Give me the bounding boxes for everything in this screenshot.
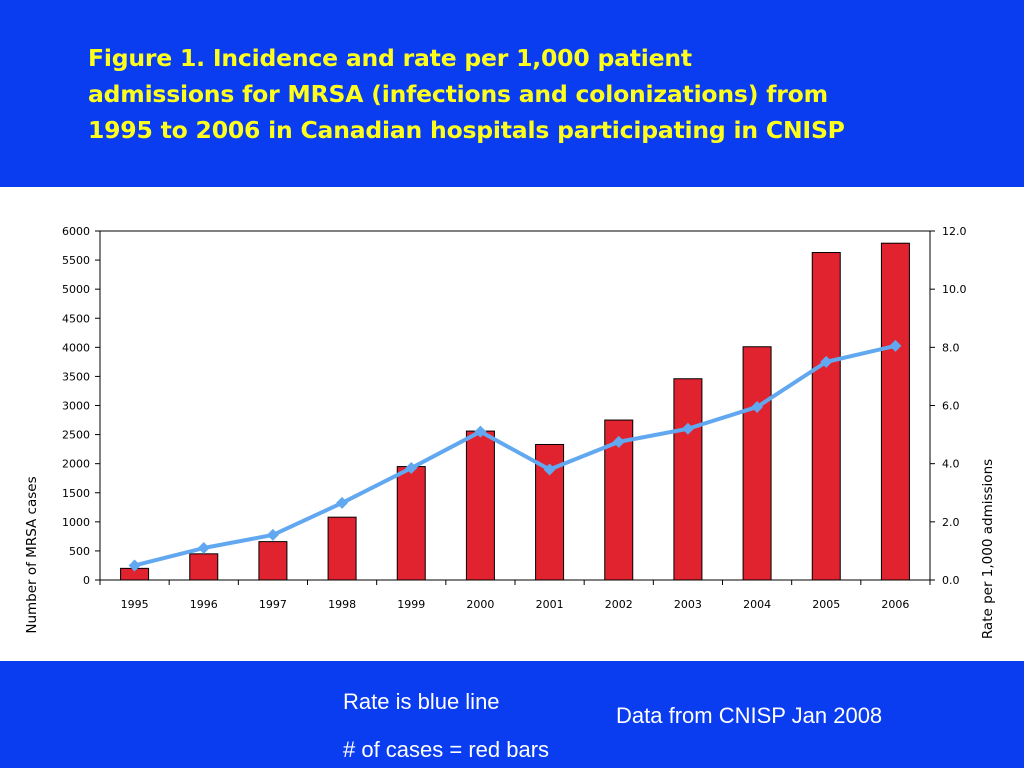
- x-tick-label-1996: 1996: [190, 598, 218, 611]
- right-tick-label-8.0: 8.0: [942, 341, 960, 354]
- rate-point-2001: [543, 463, 556, 476]
- left-tick-label-0: 0: [83, 574, 90, 587]
- x-tick-label-2000: 2000: [466, 598, 494, 611]
- left-tick-label-1000: 1000: [62, 516, 90, 529]
- rate-point-2003: [681, 422, 694, 435]
- rate-point-2000: [474, 425, 487, 438]
- left-tick-label-1500: 1500: [62, 487, 90, 500]
- rate-point-1995: [128, 559, 141, 572]
- x-tick-label-2001: 2001: [536, 598, 564, 611]
- left-tick-label-4500: 4500: [62, 312, 90, 325]
- source-note: Data from CNISP Jan 2008: [616, 703, 883, 728]
- rate-note: Rate is blue line: [343, 689, 500, 714]
- left-tick-label-5000: 5000: [62, 283, 90, 296]
- x-tick-label-1998: 1998: [328, 598, 356, 611]
- bar-1999: [396, 466, 426, 581]
- chart-panel: 0 500 1000 1500 2000 2500 3000 3500 4000 4500 5000…: [0, 187, 1024, 661]
- left-tick-label-4000: 4000: [62, 341, 90, 354]
- bar-2004: [742, 346, 772, 581]
- x-tick-label-2006: 2006: [881, 598, 909, 611]
- right-tick-label-10.0: 10.0: [942, 283, 967, 296]
- x-tick-label-1997: 1997: [259, 598, 287, 611]
- left-axis: 0 500 1000 1500 2000 2500 3000 3500 4000 4500 5000…: [62, 225, 100, 587]
- left-tick-label-500: 500: [69, 545, 90, 558]
- rate-line: [134, 343, 896, 568]
- left-tick-label-6000: 6000: [62, 225, 90, 238]
- rate-point-2004: [751, 400, 764, 413]
- bar-2000: [465, 430, 495, 581]
- plot-frame: [99, 230, 931, 581]
- bar-1998: [327, 516, 357, 581]
- right-tick-label-0.0: 0.0: [942, 574, 960, 587]
- right-tick-label-2.0: 2.0: [942, 516, 960, 529]
- x-tick-label-2005: 2005: [812, 598, 840, 611]
- right-axis-title: Rate per 1,000 admissions: [980, 459, 996, 639]
- rate-point-2002: [612, 435, 625, 448]
- rate-point-2005: [820, 355, 833, 368]
- left-tick-label-3500: 3500: [62, 370, 90, 383]
- right-tick-label-4.0: 4.0: [942, 458, 960, 471]
- bar-1997: [258, 541, 288, 581]
- rate-point-1998: [336, 496, 349, 509]
- left-tick-label-2000: 2000: [62, 458, 90, 471]
- title-line-1: Figure 1. Incidence and rate per 1,000 p…: [88, 44, 692, 72]
- left-tick-label-3000: 3000: [62, 400, 90, 413]
- cases-note: # of cases = red bars: [343, 737, 550, 762]
- rate-point-1996: [197, 542, 210, 555]
- left-axis-title: Number of MRSA cases: [24, 476, 40, 633]
- x-tick-label-1995: 1995: [121, 598, 149, 611]
- footer-band: Rate is blue line # of cases = red bars …: [0, 661, 1024, 768]
- slide-title: Figure 1. Incidence and rate per 1,000 p…: [88, 40, 988, 148]
- left-tick-label-5500: 5500: [62, 254, 90, 267]
- right-axis: 0.0 2.0 4.0 6.0 8.0 10.0 12.0: [930, 225, 967, 587]
- mrsa-chart: 0 500 1000 1500 2000 2500 3000 3500 4000 4500 5000…: [24, 225, 996, 639]
- left-tick-label-2500: 2500: [62, 429, 90, 442]
- x-axis: 1995 1996 1997 1998 1999 2000 2001 2002 2003 2004…: [99, 580, 931, 611]
- right-tick-label-12.0: 12.0: [942, 225, 967, 238]
- x-tick-label-2002: 2002: [605, 598, 633, 611]
- bar-2003: [673, 378, 703, 581]
- title-line-2: admissions for MRSA (infections and colo…: [88, 80, 828, 108]
- bar-2006: [880, 242, 910, 581]
- x-tick-label-2003: 2003: [674, 598, 702, 611]
- rate-point-2006: [889, 339, 902, 352]
- x-tick-label-1999: 1999: [397, 598, 425, 611]
- title-line-3: 1995 to 2006 in Canadian hospitals parti…: [88, 116, 845, 144]
- bar-1996: [189, 553, 219, 581]
- x-tick-label-2004: 2004: [743, 598, 771, 611]
- right-tick-label-6.0: 6.0: [942, 400, 960, 413]
- rate-line-series: [128, 339, 902, 572]
- rate-point-1997: [266, 528, 279, 541]
- bar-2005: [811, 252, 841, 581]
- rate-point-1999: [405, 462, 418, 475]
- header-band: Figure 1. Incidence and rate per 1,000 p…: [0, 0, 1024, 187]
